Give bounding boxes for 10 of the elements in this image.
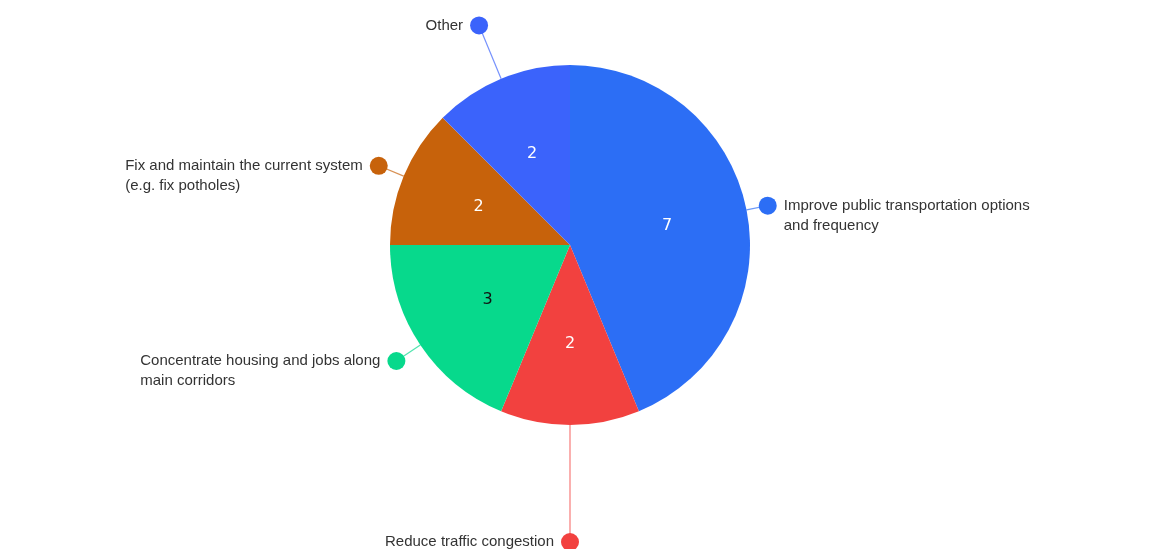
legend-label: Fix and maintain the current system (e.g. fix potholes) [125, 155, 363, 193]
legend-label: Other [425, 15, 464, 33]
data-label: 2 [473, 196, 484, 216]
data-label: 7 [662, 214, 673, 234]
slice-label: Improve public transportation options and frequency [783, 195, 1030, 233]
legend-label: Concentrate housing and jobs along main corridors [140, 351, 381, 389]
data-label: 3 [482, 289, 493, 309]
legend-label: Reduce traffic congestion [385, 532, 555, 550]
data-label: 2 [564, 333, 576, 353]
data-label: 2 [527, 142, 538, 162]
